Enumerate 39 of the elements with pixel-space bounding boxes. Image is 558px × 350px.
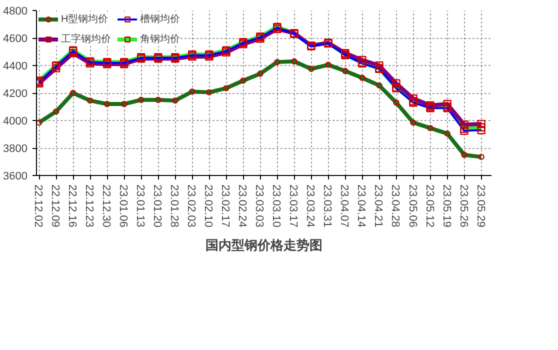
y-tick-label: 4800	[3, 6, 28, 18]
x-tick-label: 23.03.03	[253, 184, 266, 228]
x-tick-label: 23.04.21	[372, 184, 384, 228]
x-tick-label: 23.03.17	[287, 184, 300, 228]
x-tick-label: 23.03.31	[321, 184, 334, 228]
x-tick-label: 23.02.24	[236, 184, 248, 228]
y-tick-label: 4600	[3, 33, 28, 45]
x-tick-label: 23.05.06	[406, 184, 418, 228]
y-tick-label: 3800	[3, 143, 28, 155]
x-tick-label: 23.01.13	[134, 184, 146, 228]
y-tick-label: 4000	[3, 116, 28, 128]
x-tick-label: 23.02.10	[202, 184, 214, 228]
x-tick-label: 22.12.09	[49, 184, 62, 228]
legend-label: 槽钢均价	[140, 12, 180, 26]
x-tick-label: 23.04.07	[338, 184, 350, 228]
x-tick-label: 22.12.23	[83, 184, 96, 228]
x-tick-label: 23.02.17	[219, 184, 232, 228]
x-tick-label: 23.05.19	[440, 184, 452, 228]
x-tick-label: 22.12.16	[66, 184, 78, 228]
x-tick-label: 23.03.10	[270, 184, 282, 228]
x-tick-label: 23.04.28	[389, 184, 402, 228]
text: 国内型钢价格走势图	[206, 238, 322, 252]
y-tick-label: 3600	[3, 170, 28, 182]
y-tick-label: 4400	[3, 60, 28, 72]
x-tick-label: 23.05.29	[474, 184, 486, 228]
x-tick-label: 23.05.12	[423, 184, 436, 228]
legend-label: 工字钢均价	[61, 32, 111, 46]
x-tick-label: 23.01.28	[168, 184, 180, 228]
x-tick-label: 23.05.26	[457, 184, 470, 228]
x-tick-label: 23.04.14	[355, 184, 368, 228]
legend-label: H型钢均价	[61, 12, 108, 26]
x-tick-label: 23.02.03	[185, 184, 198, 228]
x-tick-label: 23.01.20	[151, 184, 164, 228]
y-tick-label: 4200	[3, 88, 28, 100]
x-tick-label: 22.12.02	[32, 184, 44, 228]
legend-label: 角钢均价	[140, 33, 180, 46]
x-tick-label: 23.03.24	[304, 184, 316, 228]
x-tick-label: 22.12.30	[100, 184, 112, 228]
x-tick-label: 23.01.06	[117, 184, 130, 228]
